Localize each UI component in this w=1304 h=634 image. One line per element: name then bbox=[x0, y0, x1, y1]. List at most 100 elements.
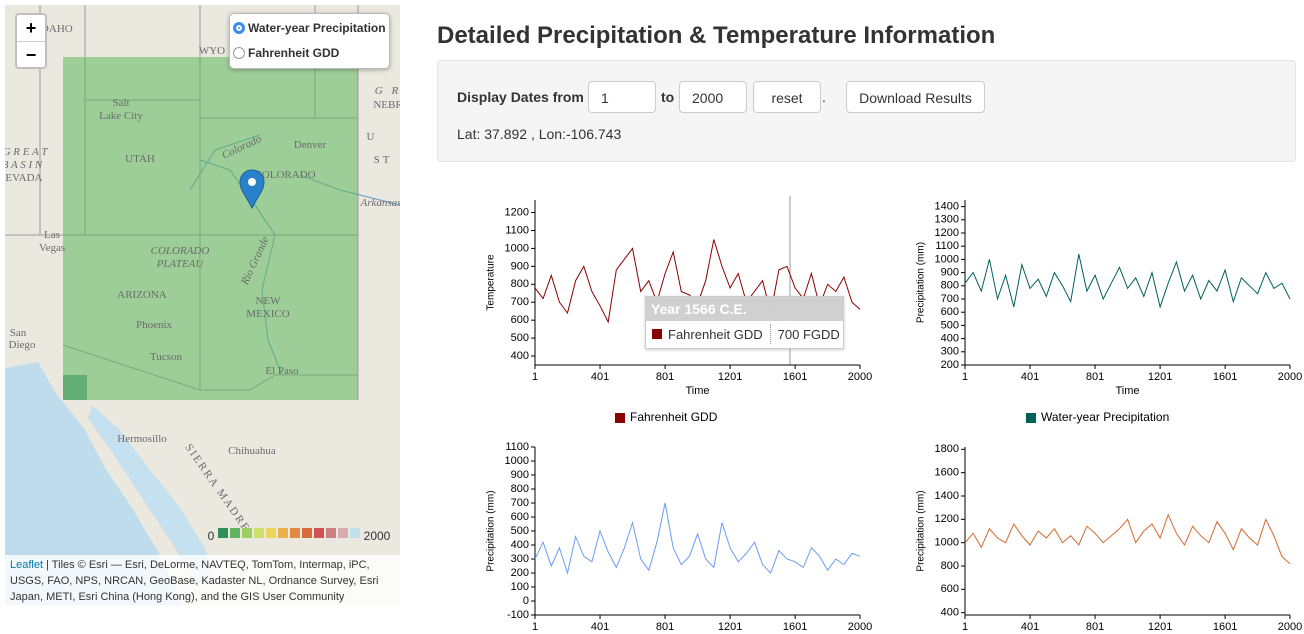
legend-swatch bbox=[326, 528, 336, 538]
x-tick-label: 1601 bbox=[1213, 621, 1237, 633]
x-tick-label: 801 bbox=[1086, 621, 1104, 633]
y-tick-label: 800 bbox=[941, 280, 959, 292]
legend-label: Water-year Precipitation bbox=[1041, 410, 1169, 424]
place-label: Arkansas bbox=[360, 197, 400, 209]
x-tick-label: 2000 bbox=[848, 621, 872, 633]
page-title: Detailed Precipitation & Temperature Inf… bbox=[437, 22, 996, 49]
y-axis-label: Temperature bbox=[486, 254, 497, 311]
x-tick-label: 2000 bbox=[1278, 621, 1302, 633]
y-tick-label: 1100 bbox=[505, 224, 529, 236]
place-label: COLORADO bbox=[151, 245, 210, 257]
x-tick-label: 401 bbox=[1021, 371, 1039, 383]
marker-dot bbox=[248, 178, 256, 186]
place-label: Denver bbox=[294, 139, 327, 151]
y-tick-label: 700 bbox=[511, 296, 529, 308]
y-tick-label: 1400 bbox=[935, 201, 959, 213]
x-tick-label: 401 bbox=[591, 371, 609, 383]
coordinates: Lat: 37.892 , Lon:-106.743 bbox=[457, 126, 622, 142]
tooltip: Year 1566 C.E. Fahrenheit GDD 700 FGDD bbox=[645, 296, 844, 349]
place-label: NEBR bbox=[373, 99, 400, 111]
series-line bbox=[964, 253, 1291, 309]
attribution-text: | Tiles © Esri — Esri, DeLorme, NAVTEQ, … bbox=[10, 559, 379, 603]
y-tick-label: 1600 bbox=[935, 467, 959, 479]
x-tick-label: 1601 bbox=[783, 621, 807, 633]
place-label: Vegas bbox=[39, 242, 65, 254]
legend-max: 2000 bbox=[364, 529, 391, 543]
y-tick-label: 900 bbox=[511, 469, 529, 481]
x-tick-label: 1201 bbox=[1148, 621, 1172, 633]
y-tick-label: 1000 bbox=[935, 537, 959, 549]
y-axis-label: Precipitation (mm) bbox=[916, 490, 927, 571]
y-tick-label: 1400 bbox=[935, 490, 959, 502]
location-marker[interactable] bbox=[239, 169, 265, 210]
to-input[interactable]: 2000 bbox=[679, 81, 747, 113]
place-label: Chihuahua bbox=[228, 445, 276, 457]
x-tick-label: 2000 bbox=[1278, 371, 1302, 383]
layer-option[interactable]: Water-year Precipitation bbox=[230, 17, 389, 39]
from-input[interactable]: 1 bbox=[588, 81, 656, 113]
y-tick-label: 900 bbox=[941, 267, 959, 279]
zoom-in[interactable]: + bbox=[25, 18, 37, 38]
layer-option[interactable]: Fahrenheit GDD bbox=[230, 42, 389, 64]
download-button[interactable]: Download Results bbox=[846, 81, 985, 113]
separator-dot: . bbox=[822, 89, 826, 105]
controls-panel bbox=[437, 60, 1296, 162]
x-axis-label: Time bbox=[1115, 385, 1139, 397]
y-tick-label: 300 bbox=[941, 346, 959, 358]
x-tick-label: 801 bbox=[656, 371, 674, 383]
y-tick-label: 300 bbox=[511, 553, 529, 565]
data-overlay bbox=[63, 57, 358, 400]
dates-label: Display Dates from bbox=[457, 89, 584, 105]
x-tick-label: 401 bbox=[591, 621, 609, 633]
place-label: El Paso bbox=[265, 365, 299, 377]
ocean bbox=[5, 362, 182, 605]
legend-swatch bbox=[1026, 413, 1036, 423]
y-tick-label: 1000 bbox=[935, 253, 959, 265]
data-overlay-cell bbox=[63, 375, 87, 400]
x-tick-label: 1 bbox=[532, 621, 538, 633]
reset-button[interactable]: reset bbox=[753, 81, 821, 113]
y-tick-label: 1200 bbox=[935, 227, 959, 239]
y-tick-label: 500 bbox=[511, 525, 529, 537]
gulf bbox=[88, 405, 215, 585]
tooltip-series: Fahrenheit GDD bbox=[668, 326, 763, 342]
y-tick-label: 400 bbox=[941, 607, 959, 619]
y-tick-label: 0 bbox=[523, 595, 529, 607]
y-tick-label: 600 bbox=[511, 511, 529, 523]
y-tick-label: 600 bbox=[941, 583, 959, 595]
y-tick-label: 1200 bbox=[935, 513, 959, 525]
place-label: G R E A T bbox=[5, 146, 48, 158]
legend-min: 0 bbox=[208, 529, 215, 543]
y-tick-label: 1300 bbox=[935, 214, 959, 226]
legend-swatch bbox=[266, 528, 276, 538]
y-tick-label: 700 bbox=[511, 497, 529, 509]
legend-swatch bbox=[314, 528, 324, 538]
radio[interactable] bbox=[233, 22, 245, 34]
y-tick-label: 800 bbox=[511, 483, 529, 495]
place-label: COLORADO bbox=[254, 169, 315, 181]
x-tick-label: 1 bbox=[532, 371, 538, 383]
map-legend: 0 2000 bbox=[208, 528, 391, 543]
tooltip-swatch bbox=[652, 329, 662, 339]
place-label: San bbox=[10, 327, 27, 339]
legend-label: Fahrenheit GDD bbox=[630, 410, 718, 424]
zoom-out[interactable]: − bbox=[17, 41, 45, 68]
place-label: Phoenix bbox=[136, 319, 173, 331]
y-tick-label: 900 bbox=[511, 260, 529, 272]
layer-label: Water-year Precipitation bbox=[248, 21, 386, 35]
y-tick-label: -100 bbox=[507, 609, 529, 621]
place-label: Salt bbox=[112, 97, 129, 109]
y-tick-label: 200 bbox=[941, 359, 959, 371]
legend-swatch bbox=[254, 528, 264, 538]
legend-swatch bbox=[218, 528, 228, 538]
y-tick-label: 400 bbox=[941, 333, 959, 345]
x-tick-label: 1201 bbox=[1148, 371, 1172, 383]
y-tick-label: 800 bbox=[511, 278, 529, 290]
leaflet-link[interactable]: Leaflet bbox=[10, 559, 44, 571]
radio[interactable] bbox=[233, 47, 245, 59]
legend-swatch bbox=[338, 528, 348, 538]
zoom-control: + − bbox=[15, 13, 47, 69]
